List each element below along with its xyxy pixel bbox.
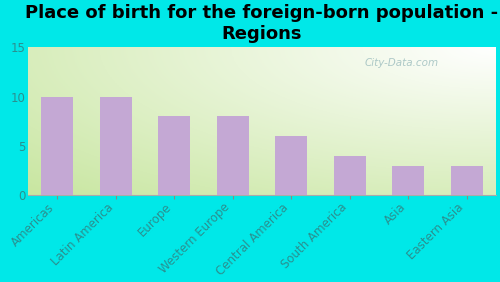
- Bar: [450, 166, 482, 195]
- Text: City-Data.com: City-Data.com: [365, 58, 439, 68]
- Bar: [334, 156, 366, 195]
- Title: Place of birth for the foreign-born population -
Regions: Place of birth for the foreign-born popu…: [26, 4, 498, 43]
- Bar: [392, 166, 424, 195]
- Bar: [275, 136, 307, 195]
- Bar: [216, 116, 248, 195]
- Bar: [158, 116, 190, 195]
- Bar: [41, 97, 74, 195]
- Bar: [100, 97, 132, 195]
